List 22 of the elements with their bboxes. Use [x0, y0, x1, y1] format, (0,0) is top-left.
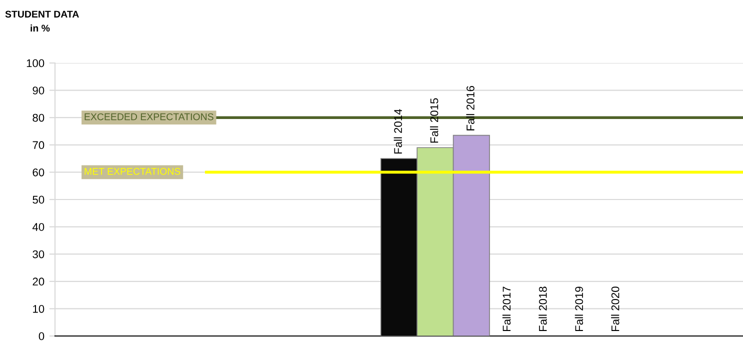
y-tick-label: 60: [32, 168, 44, 176]
ref-line-label: EXCEEDED EXPECTATIONS: [84, 113, 214, 120]
ref-line-label: MET EXPECTATIONS: [84, 168, 180, 175]
y-tick-label: 90: [32, 86, 44, 94]
x-tick-label: Fall 2016: [466, 86, 474, 130]
x-tick-label: Fall 2020: [611, 286, 620, 331]
y-tick-label: 40: [32, 223, 44, 231]
x-tick-label: Fall 2014: [394, 109, 402, 154]
x-tick-label: Fall 2018: [538, 286, 547, 331]
x-tick-label: Fall 2017: [502, 286, 511, 331]
x-tick-label: Fall 2015: [430, 98, 438, 143]
y-tick-label: 80: [32, 114, 44, 122]
chart-subtitle: in %: [30, 24, 50, 32]
x-tick-label: Fall 2019: [574, 286, 584, 331]
y-tick-label: 100: [26, 59, 44, 68]
y-tick-label: 50: [32, 196, 44, 204]
y-tick-label: 10: [33, 304, 44, 313]
y-tick-label: 30: [32, 250, 44, 258]
y-tick-label: 70: [32, 141, 44, 150]
y-tick-label: 20: [32, 278, 44, 286]
y-tick-label: 0: [38, 332, 44, 340]
chart-title: STUDENT DATA: [5, 10, 79, 18]
